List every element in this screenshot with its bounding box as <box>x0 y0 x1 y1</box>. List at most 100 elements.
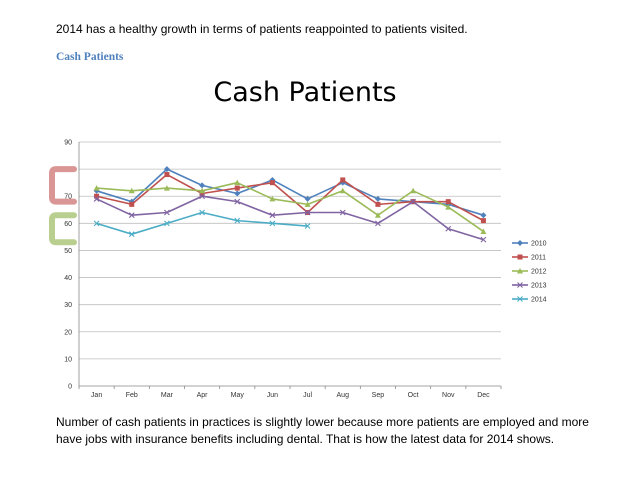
y-tick-label: 10 <box>64 356 72 363</box>
y-tick-label: 20 <box>64 329 72 336</box>
point-2013-sep <box>375 220 381 227</box>
x-tick-label-oct: Oct <box>408 392 419 399</box>
x-tick-label-dec: Dec <box>477 392 490 399</box>
y-tick-label: 60 <box>64 221 72 228</box>
point-2013-feb <box>128 212 135 219</box>
point-2011-aug <box>340 177 346 183</box>
point-2012-aug <box>339 187 346 194</box>
legend-entry-2012: 2012 <box>512 268 547 276</box>
legend-label-2012: 2012 <box>531 269 547 276</box>
point-2014-apr <box>199 209 205 216</box>
point-2012-nov <box>445 204 452 210</box>
series-line-2012 <box>96 181 484 233</box>
point-2013-dec <box>480 236 487 243</box>
point-2012-dec <box>480 228 487 234</box>
x-tick-label-jun: Jun <box>267 392 278 399</box>
series-2013 <box>93 193 487 243</box>
point-2014-jan <box>93 220 100 227</box>
x-tick-label-apr: Apr <box>197 392 209 399</box>
point-2010-apr <box>199 182 206 189</box>
point-2012-apr <box>199 187 206 194</box>
point-2010-jul <box>304 195 311 202</box>
legend-label-2014: 2014 <box>531 297 547 304</box>
series-line-2013 <box>96 195 484 241</box>
point-2013-jan <box>93 196 100 202</box>
bracket-annotation-1 <box>49 166 77 205</box>
outro-text: Number of cash patients in practices is … <box>56 415 589 446</box>
point-2011-jun <box>269 180 275 186</box>
series-lines <box>93 166 487 243</box>
point-2013-aug <box>339 209 346 216</box>
point-2013-oct <box>410 198 416 205</box>
legend-label-2011: 2011 <box>531 255 546 262</box>
point-2011-nov <box>445 199 451 205</box>
legend-entry-2010: 2010 <box>512 240 547 248</box>
point-2012-jan <box>93 185 100 191</box>
point-2014-mar <box>164 220 170 227</box>
y-tick-label: 70 <box>64 194 72 201</box>
point-2014-may <box>234 217 241 224</box>
point-2011-feb <box>129 201 135 207</box>
annotations <box>49 166 77 246</box>
series-2014 <box>93 209 311 238</box>
point-2012-may <box>234 179 241 186</box>
x-tick-label-mar: Mar <box>161 392 174 399</box>
point-2011-jan <box>94 193 100 199</box>
point-2014-jun <box>269 220 276 227</box>
point-2010-dec <box>480 212 487 219</box>
x-tick-label-may: May <box>231 392 245 399</box>
x-tick-label-feb: Feb <box>126 392 138 399</box>
chart-title: Cash Patients <box>213 77 396 108</box>
legend-entry-2011: 2011 <box>512 254 546 262</box>
legend-marker-2011 <box>517 254 523 260</box>
x-tick-label-jan: Jan <box>91 392 102 399</box>
legend-marker-2014 <box>517 296 523 302</box>
y-tick-label: 90 <box>64 140 72 147</box>
point-2011-dec <box>480 218 486 224</box>
point-2012-feb <box>128 187 135 194</box>
point-2010-may <box>234 190 241 197</box>
x-tick-label-aug: Aug <box>337 392 350 399</box>
point-2011-apr <box>199 191 205 197</box>
legend-marker-2010 <box>517 240 523 246</box>
point-2014-jul <box>304 223 311 229</box>
section-heading: Cash Patients <box>56 51 124 63</box>
legend: 2010 2011 2012 2013 2014 <box>512 240 547 304</box>
series-line-2010 <box>96 168 484 216</box>
point-2012-jul <box>304 201 311 207</box>
legend-entry-2013: 2013 <box>512 282 547 290</box>
point-2010-mar <box>163 166 170 173</box>
point-2013-nov <box>445 225 452 232</box>
x-tick-label-jul: Jul <box>303 392 312 399</box>
point-2011-sep <box>375 201 381 207</box>
point-2012-sep <box>374 212 381 218</box>
point-2012-oct <box>410 187 417 194</box>
x-tick-label-nov: Nov <box>442 392 455 399</box>
point-2012-mar <box>163 185 170 191</box>
x-tick-label-sep: Sep <box>372 392 385 399</box>
y-tick-label: 0 <box>68 384 72 391</box>
point-2013-may <box>234 198 241 205</box>
y-tick-label: 50 <box>64 248 72 255</box>
grid-lines <box>79 141 501 360</box>
y-tick-label: 40 <box>64 275 72 282</box>
series-line-2011 <box>96 173 484 222</box>
point-2014-feb <box>128 231 135 238</box>
point-2011-mar <box>164 172 170 178</box>
point-2013-jul <box>304 209 311 216</box>
legend-marker-2012 <box>517 268 523 274</box>
y-tick-label: 30 <box>64 302 72 309</box>
point-2011-may <box>234 185 240 191</box>
legend-entry-2014: 2014 <box>512 296 547 304</box>
legend-label-2010: 2010 <box>531 241 547 248</box>
series-2010 <box>93 166 487 219</box>
intro-text: 2014 has a healthy growth in terms of pa… <box>56 22 468 36</box>
point-2013-apr <box>199 193 205 200</box>
legend-label-2013: 2013 <box>531 283 547 290</box>
point-2010-sep <box>374 195 381 202</box>
point-2013-mar <box>164 209 170 216</box>
point-2012-jun <box>269 195 276 202</box>
bracket-annotation-2 <box>49 212 77 246</box>
